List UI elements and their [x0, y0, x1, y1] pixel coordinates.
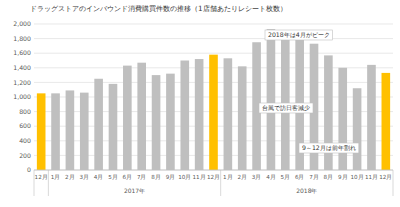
- y-tick-label: 2,000: [13, 20, 31, 27]
- x-tick-label: 3月: [252, 174, 262, 180]
- annotation: 9～12月は前年割れ: [299, 143, 359, 153]
- group-separator: [220, 170, 221, 196]
- bar: [338, 68, 347, 170]
- x-tick-label: 8月: [324, 174, 334, 180]
- y-tick-label: 0: [27, 166, 31, 173]
- y-tick-label: 200: [19, 152, 31, 159]
- bar: [123, 66, 132, 170]
- annotation: 2018年は4月がピーク: [265, 30, 333, 40]
- annotation-box: [259, 103, 313, 113]
- x-tick-label: 1月: [51, 174, 61, 180]
- x-tick-label: 6月: [295, 174, 305, 180]
- grid-line: [34, 170, 393, 171]
- bars: [37, 29, 390, 170]
- y-tick-label: 400: [19, 137, 31, 144]
- annotation-text: 2018年は4月がピーク: [268, 31, 330, 38]
- x-tick-label: 9月: [338, 174, 348, 180]
- grid-line: [34, 24, 393, 25]
- x-tick-label: 12月: [207, 174, 220, 180]
- x-tick-label: 4月: [94, 174, 104, 180]
- bar: [224, 58, 233, 170]
- x-axis: [34, 170, 393, 171]
- bar: [267, 29, 276, 170]
- x-tick-label: 7月: [137, 174, 147, 180]
- x-tick-label: 4月: [266, 174, 276, 180]
- annotation-box: [265, 30, 333, 40]
- group-separator: [393, 170, 394, 196]
- y-tick-label: 1,400: [13, 64, 31, 71]
- annotation-text: 台風で訪日客減少: [262, 104, 310, 111]
- chart: ドラッグストアのインバウンド消費購買件数の推移（1店舗あたりレシート枚数） 0 20…: [0, 0, 400, 207]
- x-tick-label: 9月: [166, 174, 176, 180]
- x-tick-label: 2月: [65, 174, 75, 180]
- bar: [353, 88, 362, 170]
- x-tick-label: 12月: [35, 174, 48, 180]
- y-tick-label: 1,600: [13, 49, 31, 56]
- bar: [80, 93, 89, 170]
- bar: [195, 59, 204, 170]
- group-label: 2017年: [124, 187, 145, 194]
- bar: [94, 79, 103, 170]
- bar: [152, 75, 161, 170]
- bar: [180, 61, 189, 171]
- bar: [137, 63, 146, 170]
- bar: [166, 74, 175, 170]
- bar: [281, 33, 290, 170]
- annotation: 台風で訪日客減少: [259, 103, 313, 113]
- title: ドラッグストアのインバウンド消費購買件数の推移（1店舗あたりレシート枚数）: [30, 4, 287, 13]
- grid-line: [34, 53, 393, 54]
- x-tick-label: 5月: [281, 174, 291, 180]
- bar: [238, 66, 247, 170]
- grid-line: [34, 38, 393, 39]
- x-tick-label: 10月: [178, 174, 191, 180]
- x-tick-label: 7月: [309, 174, 319, 180]
- y-tick-label: 1,000: [13, 93, 31, 100]
- annotation-box: [299, 143, 359, 153]
- bar: [209, 55, 218, 170]
- x-tick-label: 2月: [237, 174, 247, 180]
- bar: [66, 90, 75, 170]
- group-separator: [48, 170, 49, 196]
- bar: [382, 73, 391, 170]
- y-tick-label: 600: [19, 122, 31, 129]
- y-tick-label: 1,200: [13, 79, 31, 86]
- group-separator: [34, 170, 35, 196]
- bar: [37, 93, 46, 170]
- annotation-text: 9～12月は前年割れ: [302, 144, 356, 151]
- x-tick-label: 11月: [365, 174, 378, 180]
- x-tick-label: 12月: [379, 174, 392, 180]
- x-tick-label: 5月: [108, 174, 118, 180]
- y-tick-label: 1,800: [13, 35, 31, 42]
- x-tick-label: 6月: [123, 174, 133, 180]
- bar: [109, 84, 118, 170]
- x-tick-label: 3月: [79, 174, 89, 180]
- x-tick-label: 8月: [151, 174, 161, 180]
- bar: [367, 65, 376, 170]
- group-label: 2018年: [296, 187, 317, 194]
- x-tick-label: 10月: [351, 174, 364, 180]
- y-tick-label: 800: [19, 108, 31, 115]
- bar: [51, 93, 60, 170]
- x-tick-label: 11月: [193, 174, 206, 180]
- x-tick-label: 1月: [223, 174, 233, 180]
